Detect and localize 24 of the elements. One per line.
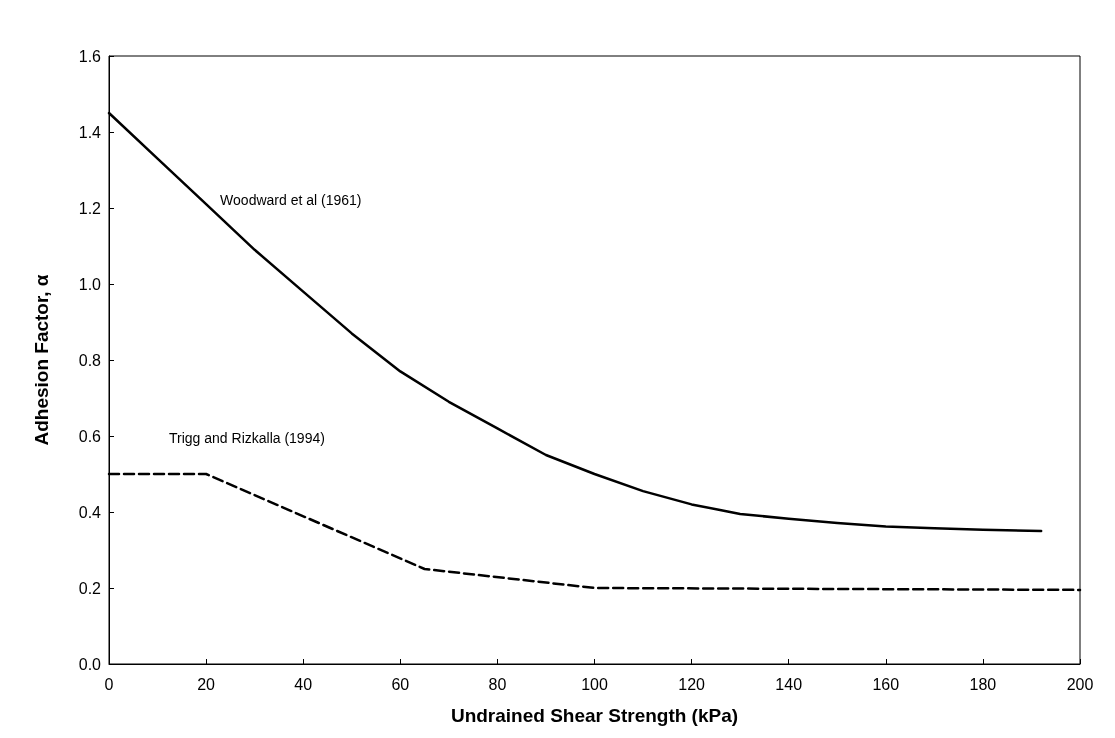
y-tick-label: 1.4: [78, 123, 102, 141]
series-label: Trigg and Rizkalla (1994): [169, 430, 325, 446]
series-label: Woodward et al (1961): [220, 192, 362, 209]
x-tick-label: 60: [391, 675, 410, 693]
y-tick-label: 0.6: [78, 427, 102, 445]
x-tick-label: 120: [678, 675, 706, 693]
x-tick-label: 0: [104, 675, 114, 693]
y-tick-label: 1.6: [78, 47, 102, 65]
y-tick-label: 0.2: [78, 579, 102, 597]
x-tick-label: 80: [488, 675, 507, 693]
x-tick-label: 200: [1066, 675, 1094, 693]
y-tick-label: 1.0: [78, 275, 102, 293]
x-tick-label: 180: [969, 675, 997, 693]
y-tick-label: 0.4: [78, 503, 102, 521]
x-tick-label: 20: [197, 675, 216, 693]
x-tick-label: 160: [872, 675, 900, 693]
x-tick-label: 140: [775, 675, 803, 693]
x-tick-label: 100: [581, 675, 608, 693]
y-tick-label: 1.2: [78, 199, 102, 217]
x-tick-label: 40: [294, 675, 313, 693]
y-axis-title: Adhesion Factor, α: [31, 274, 52, 446]
x-axis-title: Undrained Shear Strength (kPa): [450, 705, 739, 726]
y-tick-label: 0.8: [78, 351, 102, 369]
y-tick-label: 0.0: [78, 655, 102, 673]
